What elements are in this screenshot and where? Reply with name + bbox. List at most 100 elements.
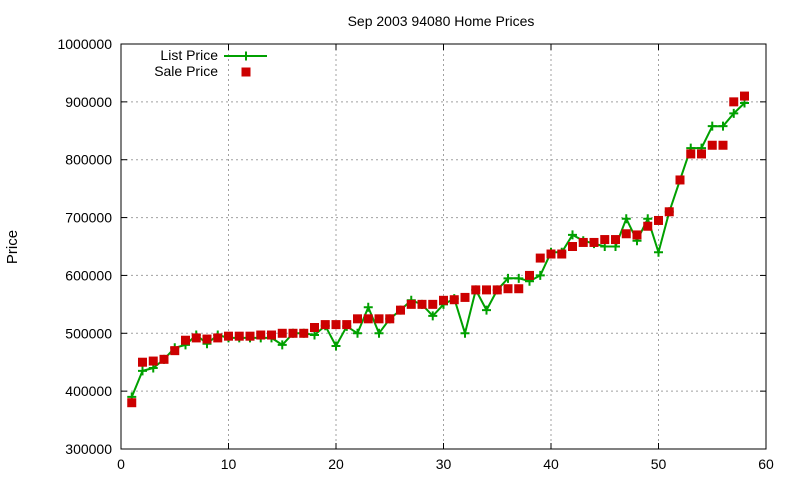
data-point-sale-price (396, 305, 405, 315)
data-point-sale-price (159, 354, 169, 364)
data-point-sale-price (267, 330, 276, 340)
data-point-sale-price (654, 215, 663, 225)
data-point-sale-price (331, 320, 341, 330)
data-point-sale-price (482, 285, 491, 295)
series-line-list-price (130, 102, 746, 398)
data-point-sale-price (729, 97, 739, 107)
y-axis-label: Price (4, 230, 21, 264)
data-point-sale-price (557, 249, 567, 259)
data-point-list-price (460, 328, 470, 338)
data-point-sale-price (611, 235, 620, 245)
data-point-sale-price (546, 249, 556, 259)
data-point-list-price (643, 214, 653, 224)
data-point-sale-price (697, 149, 706, 159)
data-point-sale-price (353, 314, 362, 324)
legend-marker-list-price (241, 51, 251, 61)
data-point-sale-price (148, 356, 158, 366)
data-point-list-price (482, 305, 491, 315)
y-tick-label: 400000 (65, 383, 112, 399)
data-point-sale-price (342, 320, 352, 330)
data-point-sale-price (138, 357, 147, 367)
y-tick-label: 1000000 (57, 36, 112, 52)
y-tick-label: 900000 (65, 94, 112, 110)
data-point-sale-price (460, 292, 470, 302)
data-point-sale-price (664, 207, 674, 217)
series-list-price (127, 98, 749, 402)
data-point-sale-price (589, 237, 599, 247)
chart-title: Sep 2003 94080 Home Prices (348, 13, 535, 29)
data-point-sale-price (245, 331, 255, 341)
data-point-sale-price (578, 237, 588, 247)
data-point-sale-price (202, 334, 212, 344)
x-tick-label: 30 (436, 456, 452, 472)
y-tick-label: 500000 (65, 325, 112, 341)
data-point-sale-price (406, 299, 416, 309)
legend: List Price Sale Price (154, 47, 267, 79)
data-point-list-price (729, 108, 739, 118)
data-point-list-price (568, 230, 577, 240)
data-point-sale-price (471, 285, 481, 295)
x-tick-label: 0 (117, 456, 125, 472)
data-point-list-price (331, 341, 341, 351)
data-point-list-price (621, 214, 631, 224)
data-point-sale-price (503, 284, 513, 294)
data-point-sale-price (643, 221, 653, 231)
data-point-list-price (503, 273, 513, 283)
x-tick-label: 40 (543, 456, 559, 472)
data-point-list-price (277, 340, 287, 350)
data-point-sale-price (234, 331, 244, 341)
data-point-list-price (428, 311, 438, 321)
x-tick-label: 60 (758, 456, 774, 472)
data-point-sale-price (514, 284, 524, 294)
data-point-sale-price (428, 299, 438, 309)
x-tick-label: 50 (651, 456, 667, 472)
grid-layer (121, 44, 766, 449)
x-tick-label: 20 (328, 456, 344, 472)
data-point-sale-price (600, 235, 610, 245)
tick-layer: 0 10 20 30 40 50 60 300000 400000 500000 600000 700… (57, 36, 774, 472)
y-tick-label: 700000 (65, 210, 112, 226)
data-point-sale-price (740, 91, 749, 101)
data-point-sale-price (288, 328, 298, 338)
data-point-list-price (138, 366, 147, 376)
data-point-sale-price (525, 270, 534, 280)
data-point-list-price (707, 121, 717, 131)
data-point-list-price (353, 328, 362, 338)
data-point-sale-price (632, 230, 642, 240)
data-point-sale-price (535, 253, 545, 263)
data-point-list-price (310, 330, 319, 340)
data-point-sale-price (213, 333, 223, 343)
data-point-sale-price (675, 175, 685, 185)
series-layer (127, 91, 749, 408)
y-tick-label: 300000 (65, 441, 112, 457)
data-point-sale-price (385, 314, 395, 324)
data-point-sale-price (686, 149, 696, 159)
data-point-list-price (374, 328, 384, 338)
data-point-list-price (718, 121, 728, 131)
y-tick-label: 600000 (65, 267, 112, 283)
data-point-sale-price (127, 398, 137, 408)
legend-marker-sale-price (241, 67, 251, 77)
data-point-sale-price (568, 242, 577, 251)
data-point-list-price (654, 247, 663, 257)
data-point-sale-price (256, 330, 266, 340)
data-point-sale-price (374, 314, 384, 324)
data-point-list-price (514, 273, 524, 283)
data-point-sale-price (449, 295, 459, 305)
data-point-sale-price (299, 328, 309, 338)
data-point-sale-price (277, 328, 287, 338)
data-point-list-price (363, 302, 373, 312)
data-point-sale-price (707, 140, 717, 150)
data-point-sale-price (439, 295, 448, 305)
data-point-sale-price (320, 320, 330, 330)
x-tick-label: 10 (221, 456, 237, 472)
data-point-sale-price (181, 335, 190, 345)
y-tick-label: 800000 (65, 152, 112, 168)
data-point-sale-price (492, 285, 502, 295)
data-point-sale-price (224, 331, 233, 341)
data-point-sale-price (191, 333, 201, 343)
data-point-sale-price (718, 140, 728, 150)
data-point-sale-price (363, 314, 373, 324)
